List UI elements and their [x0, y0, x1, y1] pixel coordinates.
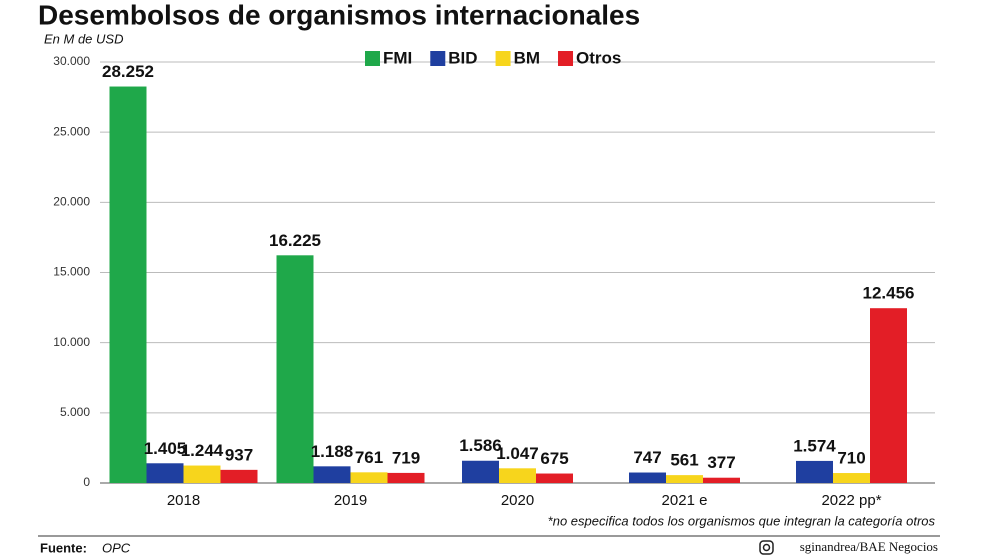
- value-label: 377: [707, 453, 735, 472]
- value-label: 1.047: [496, 444, 539, 463]
- bar: [833, 473, 870, 483]
- chart-title: Desembolsos de organismos internacionale…: [38, 0, 640, 30]
- bar: [536, 473, 573, 483]
- value-label: 710: [837, 449, 865, 468]
- bar: [220, 469, 258, 483]
- subtitle: En M de USD: [44, 31, 123, 46]
- value-label: 1.574: [793, 436, 836, 455]
- source-label: Fuente:: [40, 540, 87, 555]
- footnote: *no especifica todos los organismos que …: [548, 513, 936, 528]
- legend-swatch: [430, 51, 446, 66]
- value-label: 1.586: [459, 436, 502, 455]
- bar: [146, 463, 184, 483]
- legend-swatch: [558, 51, 574, 66]
- x-tick-label: 2022 pp*: [821, 492, 881, 509]
- bar: [666, 475, 703, 483]
- value-label: 16.225: [269, 231, 321, 250]
- source: OPC: [102, 540, 131, 555]
- bar: [387, 472, 425, 483]
- bar: [109, 86, 147, 483]
- value-label: 1.244: [181, 441, 224, 460]
- y-tick-label: 10.000: [53, 335, 90, 349]
- value-label: 719: [392, 448, 420, 467]
- legend-swatch: [495, 51, 511, 66]
- value-label: 561: [670, 451, 698, 470]
- credit: sginandrea/BAE Negocios: [800, 539, 938, 554]
- value-label: 1.188: [311, 442, 354, 461]
- y-tick-label: 0: [83, 475, 90, 489]
- x-tick-label: 2019: [334, 492, 367, 509]
- bar: [703, 477, 740, 483]
- x-tick-label: 2020: [501, 492, 534, 509]
- value-label: 761: [355, 448, 383, 467]
- x-tick-label: 2018: [167, 492, 200, 509]
- bar: [629, 472, 666, 483]
- bar: [313, 466, 351, 483]
- instagram-icon-lens: [762, 543, 771, 552]
- bar: [870, 308, 907, 483]
- x-tick-label: 2021 e: [662, 492, 708, 509]
- bar: [462, 460, 499, 483]
- bar: [183, 465, 221, 483]
- value-label: 937: [225, 445, 253, 464]
- y-tick-label: 15.000: [53, 265, 90, 279]
- legend-swatch: [365, 51, 380, 66]
- legend-label: BID: [448, 48, 477, 67]
- value-label: 675: [540, 449, 568, 468]
- y-tick-label: 30.000: [53, 54, 90, 68]
- value-label: 1.405: [144, 439, 187, 458]
- bar: [499, 468, 536, 483]
- bar: [796, 460, 833, 483]
- instagram-icon: [759, 540, 774, 555]
- value-label: 28.252: [102, 62, 154, 81]
- legend-label: FMI: [383, 48, 412, 67]
- legend-label: Otros: [576, 48, 621, 67]
- y-tick-label: 25.000: [53, 124, 90, 138]
- y-tick-label: 20.000: [53, 195, 90, 209]
- value-label: 747: [633, 448, 661, 467]
- legend-label: BM: [514, 48, 540, 67]
- bar: [276, 255, 314, 483]
- y-tick-label: 5.000: [60, 405, 90, 419]
- value-label: 12.456: [863, 284, 915, 303]
- bar: [350, 472, 388, 483]
